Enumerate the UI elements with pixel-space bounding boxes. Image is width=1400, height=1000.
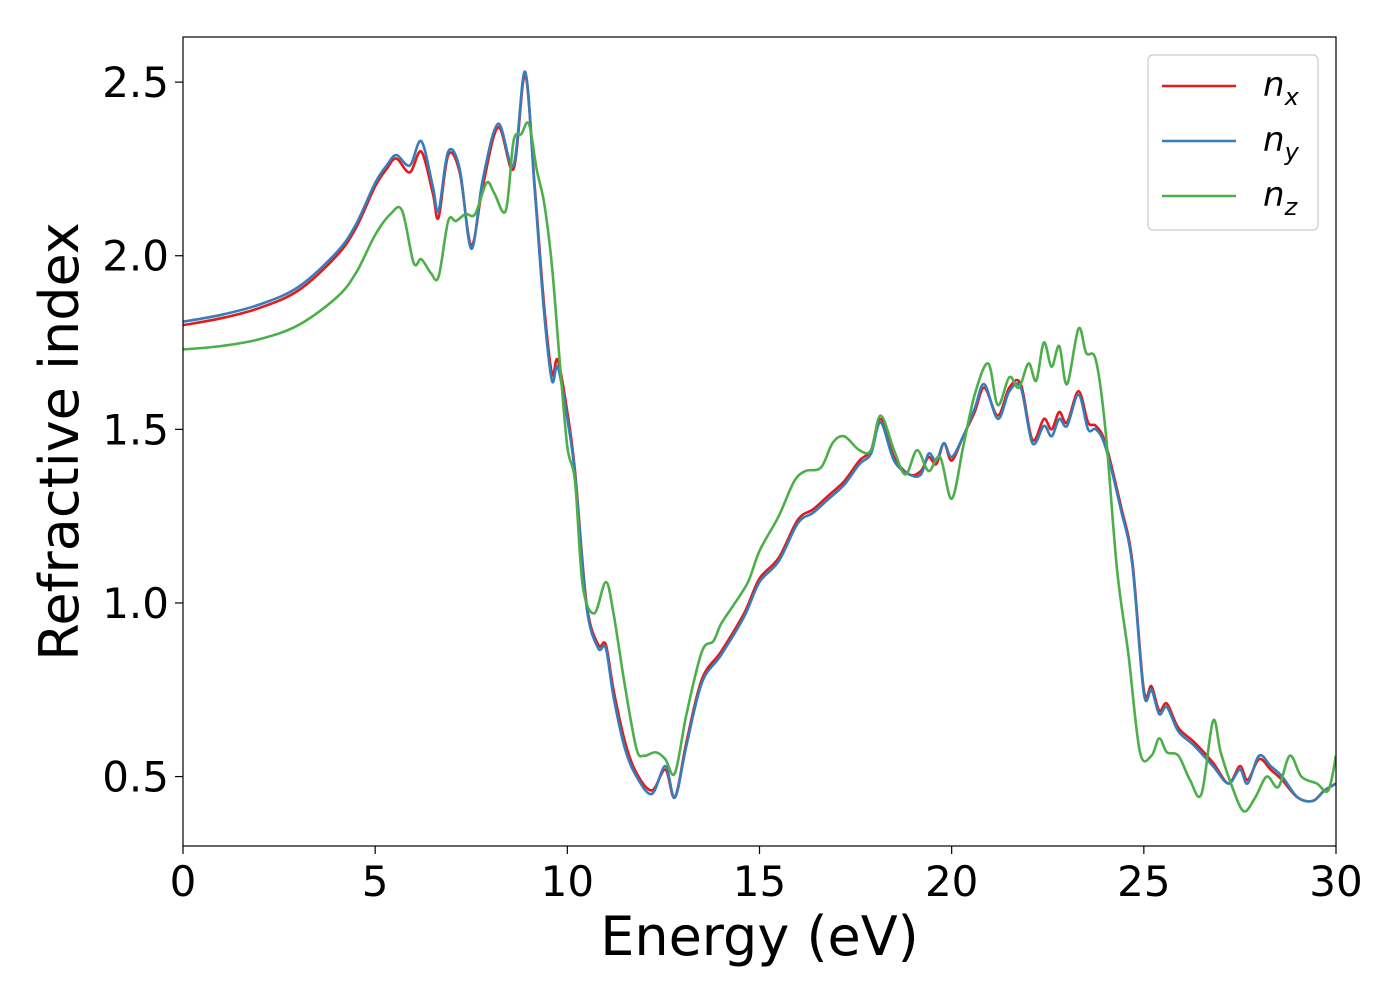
- x-tick-label: 15: [733, 857, 786, 906]
- y-tick-label: 2.5: [102, 58, 169, 107]
- x-tick-label: 20: [925, 857, 978, 906]
- x-tick-label: 0: [170, 857, 197, 906]
- y-tick-label: 1.5: [102, 405, 169, 454]
- x-tick-label: 25: [1117, 857, 1170, 906]
- y-axis-label: Refractive index: [28, 222, 91, 661]
- y-tick-label: 0.5: [102, 753, 169, 802]
- plot-area: [183, 70, 1336, 813]
- series-line-y: [183, 70, 1336, 803]
- y-tick-label: 1.0: [102, 579, 169, 628]
- legend-entry: nz: [1263, 175, 1299, 221]
- series-line-x: [183, 73, 1336, 803]
- x-tick-label: 5: [362, 857, 389, 906]
- y-axis: 0.5 1.0 1.5 2.0 2.5: [102, 58, 183, 802]
- x-axis-label: Energy (eV): [600, 905, 919, 968]
- y-tick-label: 2.0: [102, 232, 169, 281]
- legend-entry: nx: [1263, 65, 1300, 111]
- legend: nx ny nz: [1147, 54, 1319, 231]
- x-tick-label: 10: [541, 857, 594, 906]
- x-tick-label: 30: [1309, 857, 1362, 906]
- legend-box: [1147, 54, 1319, 231]
- legend-entry: ny: [1263, 120, 1300, 166]
- series-line-z: [183, 121, 1336, 813]
- x-axis: 0 5 10 15 20 25 30: [170, 846, 1363, 906]
